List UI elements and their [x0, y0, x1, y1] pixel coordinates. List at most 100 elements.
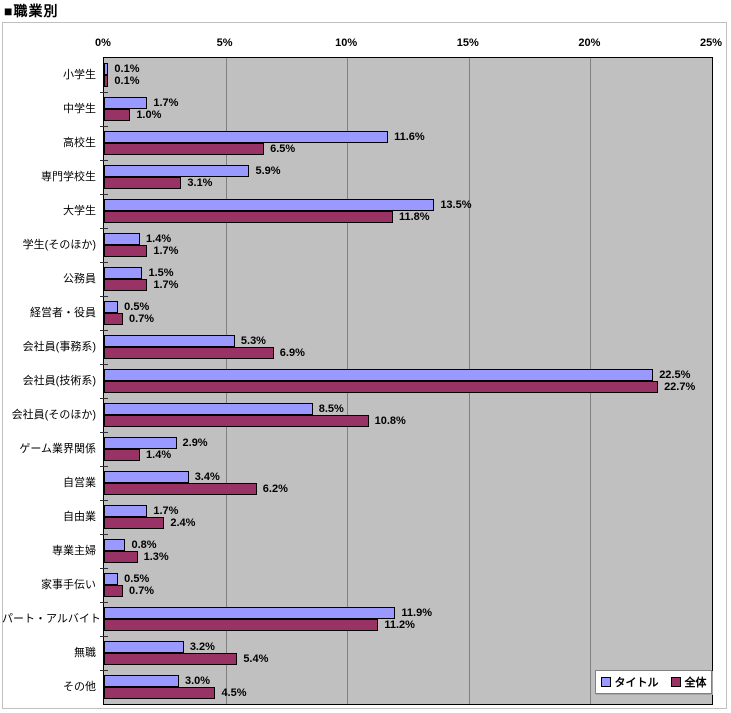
- x-tick-label: 0%: [95, 37, 111, 49]
- value-label: 11.2%: [384, 619, 415, 631]
- bar-series-title: [104, 335, 235, 347]
- value-label: 1.5%: [148, 267, 174, 279]
- value-label: 22.5%: [659, 369, 691, 381]
- value-label: 1.0%: [136, 109, 162, 121]
- value-label: 1.7%: [153, 279, 179, 291]
- value-label: 11.6%: [394, 131, 425, 143]
- category-label: 中学生: [63, 103, 96, 115]
- bar-series-title: [104, 369, 654, 381]
- bar-series-overall: [104, 653, 238, 665]
- legend-item: タイトル: [600, 674, 659, 690]
- category-label: 自由業: [63, 511, 96, 523]
- category-axis-tick: [100, 364, 108, 365]
- value-label: 0.7%: [129, 585, 155, 597]
- value-label: 0.7%: [129, 313, 155, 325]
- legend: タイトル 全体: [595, 670, 712, 694]
- category-label: 学生(そのほか): [22, 239, 96, 251]
- bar-series-title: [104, 97, 148, 109]
- category-axis-tick: [100, 126, 108, 127]
- value-label: 11.8%: [398, 211, 430, 223]
- category-label: 公務員: [63, 273, 96, 285]
- value-label: 1.7%: [153, 245, 179, 257]
- value-label: 2.9%: [182, 437, 208, 449]
- category-axis-tick: [100, 296, 108, 297]
- bar-series-overall: [104, 619, 379, 631]
- bar-series-overall: [104, 279, 148, 291]
- category-label: 会社員(事務系): [22, 341, 96, 353]
- bar-series-title: [104, 471, 189, 483]
- bar-series-overall: [104, 75, 109, 87]
- value-label: 0.5%: [124, 573, 150, 585]
- value-label: 11.9%: [401, 607, 432, 619]
- bar-series-overall: [104, 381, 659, 393]
- value-label: 4.5%: [221, 687, 247, 699]
- value-label: 3.4%: [194, 471, 220, 483]
- bar-series-overall: [104, 143, 265, 155]
- value-label: 6.2%: [262, 483, 288, 495]
- bar-series-title: [104, 505, 148, 517]
- category-axis-tick: [100, 92, 108, 93]
- category-label: 家事手伝い: [41, 579, 96, 591]
- category-label: 経営者・役員: [30, 307, 96, 319]
- value-label: 10.8%: [374, 415, 406, 427]
- value-label: 1.4%: [146, 233, 172, 245]
- value-label: 0.1%: [114, 63, 140, 75]
- x-tick-label: 20%: [578, 37, 601, 49]
- value-label: 3.2%: [189, 641, 215, 653]
- bar-series-overall: [104, 211, 393, 223]
- bar-series-title: [104, 539, 126, 551]
- bar-series-overall: [104, 449, 141, 461]
- category-label: 専門学校生: [41, 171, 96, 183]
- legend-label: 全体: [684, 677, 707, 689]
- category-axis-tick: [100, 466, 108, 467]
- category-label: ゲーム業界関係: [19, 443, 96, 455]
- bar-series-overall: [104, 483, 257, 495]
- value-label: 3.1%: [187, 177, 213, 189]
- bar-series-title: [104, 131, 389, 143]
- category-label: 会社員(技術系): [22, 375, 96, 387]
- x-tick-label: 25%: [699, 37, 723, 49]
- bar-series-title: [104, 165, 250, 177]
- category-axis-tick: [100, 636, 108, 637]
- bar-series-overall: [104, 415, 369, 427]
- value-label: 13.5%: [440, 199, 472, 211]
- value-label: 0.8%: [131, 539, 157, 551]
- bar-series-title: [104, 403, 313, 415]
- category-label: 高校生: [63, 137, 96, 149]
- value-label: 2.4%: [170, 517, 196, 529]
- bar-series-title: [104, 301, 119, 313]
- bar-series-title: [104, 641, 184, 653]
- category-label: その他: [63, 681, 96, 693]
- value-label: 5.3%: [240, 335, 266, 347]
- category-axis-tick: [100, 398, 108, 399]
- x-tick-label: 10%: [335, 37, 358, 49]
- category-label: 大学生: [63, 205, 96, 217]
- bar-series-title: [104, 199, 435, 211]
- category-axis-tick: [100, 262, 108, 263]
- category-axis-tick: [100, 330, 108, 331]
- category-axis-tick: [100, 670, 108, 671]
- bar-series-overall: [104, 109, 131, 121]
- value-label: 3.0%: [184, 675, 211, 687]
- category-axis-tick: [100, 534, 108, 535]
- value-label: 0.5%: [124, 301, 150, 313]
- bar-series-overall: [104, 245, 148, 257]
- legend-swatch-icon: [670, 677, 681, 687]
- category-axis-tick: [100, 602, 108, 603]
- category-axis-tick: [100, 500, 108, 501]
- value-label: 1.7%: [153, 97, 179, 109]
- legend-swatch-icon: [600, 677, 611, 687]
- category-axis-tick: [100, 432, 108, 433]
- bar-series-title: [104, 233, 141, 245]
- category-label: 会社員(そのほか): [11, 409, 96, 421]
- page-title: ■職業別: [4, 3, 59, 19]
- category-label: 無職: [74, 647, 96, 659]
- bar-series-overall: [104, 177, 182, 189]
- bar-series-title: [104, 607, 396, 619]
- value-label: 6.9%: [279, 347, 305, 359]
- value-label: 22.7%: [664, 381, 696, 393]
- bar-series-title: [104, 675, 179, 687]
- category-axis-tick: [100, 160, 108, 161]
- value-label: 8.5%: [318, 403, 344, 415]
